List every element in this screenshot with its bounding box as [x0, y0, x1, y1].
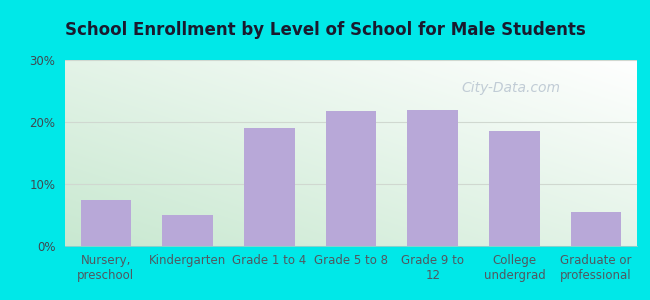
- Bar: [162, 215, 213, 246]
- Bar: [81, 200, 131, 246]
- Bar: [326, 111, 376, 246]
- Bar: [489, 131, 540, 246]
- Bar: [571, 212, 621, 246]
- Text: School Enrollment by Level of School for Male Students: School Enrollment by Level of School for…: [64, 21, 586, 39]
- Bar: [408, 110, 458, 246]
- Text: City-Data.com: City-Data.com: [462, 81, 561, 95]
- Bar: [244, 128, 294, 246]
